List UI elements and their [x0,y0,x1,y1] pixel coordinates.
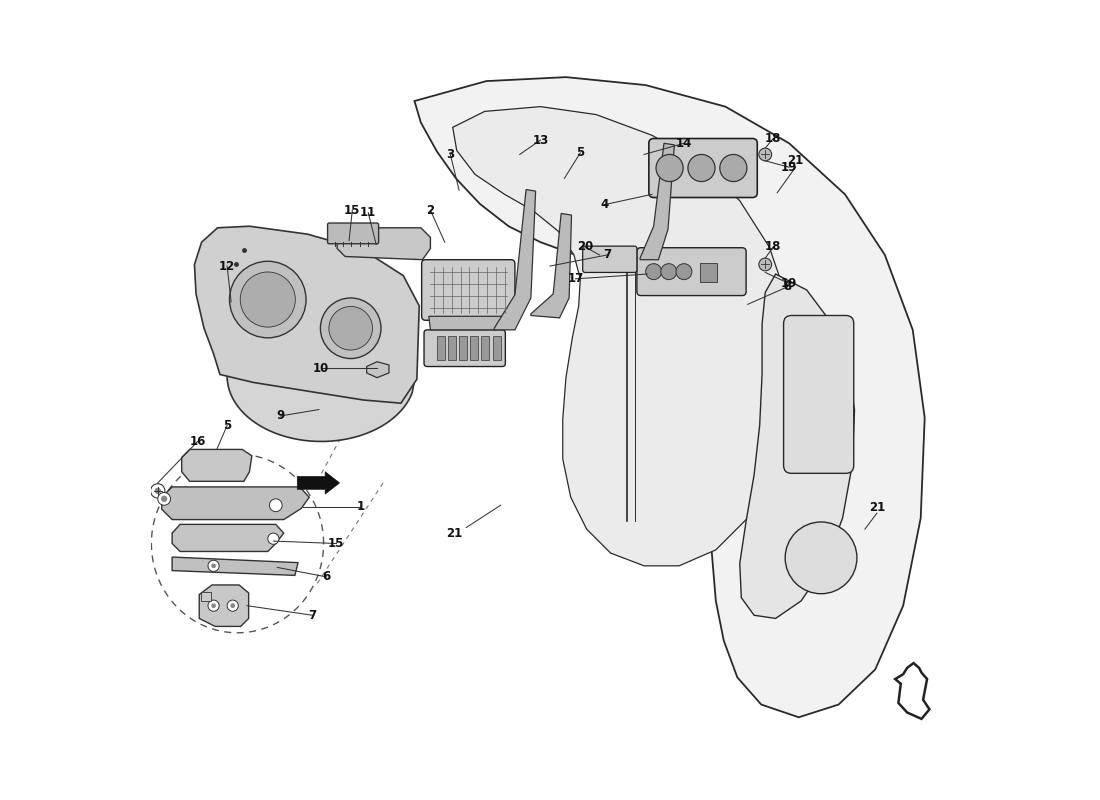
Bar [459,336,468,360]
Text: 21: 21 [788,154,804,167]
Polygon shape [172,557,298,575]
Text: 7: 7 [308,609,317,622]
Polygon shape [366,362,389,378]
Text: 19: 19 [781,277,798,290]
Bar [493,336,500,360]
Circle shape [230,603,235,608]
Circle shape [211,603,216,608]
Circle shape [759,258,771,271]
Polygon shape [172,524,284,551]
Text: 10: 10 [314,362,329,374]
Circle shape [676,264,692,280]
Bar [471,336,478,360]
Polygon shape [227,366,416,442]
FancyBboxPatch shape [421,260,515,320]
Bar [201,592,211,601]
Circle shape [661,264,676,280]
Polygon shape [195,226,419,403]
FancyBboxPatch shape [649,138,757,198]
Polygon shape [895,663,930,719]
Text: 2: 2 [427,204,434,217]
Polygon shape [429,316,508,330]
Text: 3: 3 [447,148,454,161]
Polygon shape [739,274,855,618]
Circle shape [646,264,661,280]
FancyBboxPatch shape [637,248,746,295]
Polygon shape [162,487,309,519]
Text: 21: 21 [869,501,886,514]
Circle shape [267,533,279,544]
Text: 13: 13 [532,134,549,146]
FancyBboxPatch shape [328,223,378,244]
Text: 17: 17 [568,272,584,286]
Text: 18: 18 [764,132,781,145]
Circle shape [719,154,747,182]
Polygon shape [182,450,252,482]
Text: 1: 1 [356,500,364,514]
Text: 9: 9 [276,410,285,422]
Circle shape [320,298,381,358]
Text: 7: 7 [603,249,612,262]
Text: 14: 14 [675,137,692,150]
Circle shape [785,522,857,594]
FancyBboxPatch shape [783,315,854,474]
Circle shape [759,148,771,161]
Polygon shape [337,228,430,260]
Text: 19: 19 [781,161,798,174]
Bar [448,336,455,360]
Polygon shape [415,77,925,718]
Text: 15: 15 [344,204,361,217]
Text: 6: 6 [322,570,331,583]
Circle shape [211,563,216,568]
Text: 15: 15 [328,537,344,550]
FancyBboxPatch shape [424,330,505,366]
Text: 8: 8 [783,280,792,294]
Circle shape [208,560,219,571]
Text: 11: 11 [360,206,376,219]
Polygon shape [297,472,340,494]
Polygon shape [531,214,572,318]
Circle shape [240,272,295,327]
Circle shape [270,499,282,512]
Circle shape [151,484,165,498]
FancyBboxPatch shape [583,246,637,273]
Polygon shape [494,190,536,330]
Text: 5: 5 [223,419,231,432]
Text: 21: 21 [447,527,462,541]
Polygon shape [199,585,249,626]
Bar [700,263,716,282]
Circle shape [688,154,715,182]
Text: 18: 18 [764,241,781,254]
Circle shape [161,496,167,502]
Text: 16: 16 [189,435,206,448]
Text: 4: 4 [601,198,608,211]
Text: 12: 12 [219,259,235,273]
Polygon shape [640,143,674,260]
Text: 20: 20 [578,241,593,254]
Polygon shape [453,106,794,566]
Circle shape [329,306,373,350]
Circle shape [230,262,306,338]
Circle shape [157,493,170,506]
Bar [482,336,490,360]
Circle shape [208,600,219,611]
Text: 5: 5 [576,146,584,159]
Bar [437,336,444,360]
Circle shape [227,600,239,611]
Circle shape [656,154,683,182]
Circle shape [155,488,161,494]
